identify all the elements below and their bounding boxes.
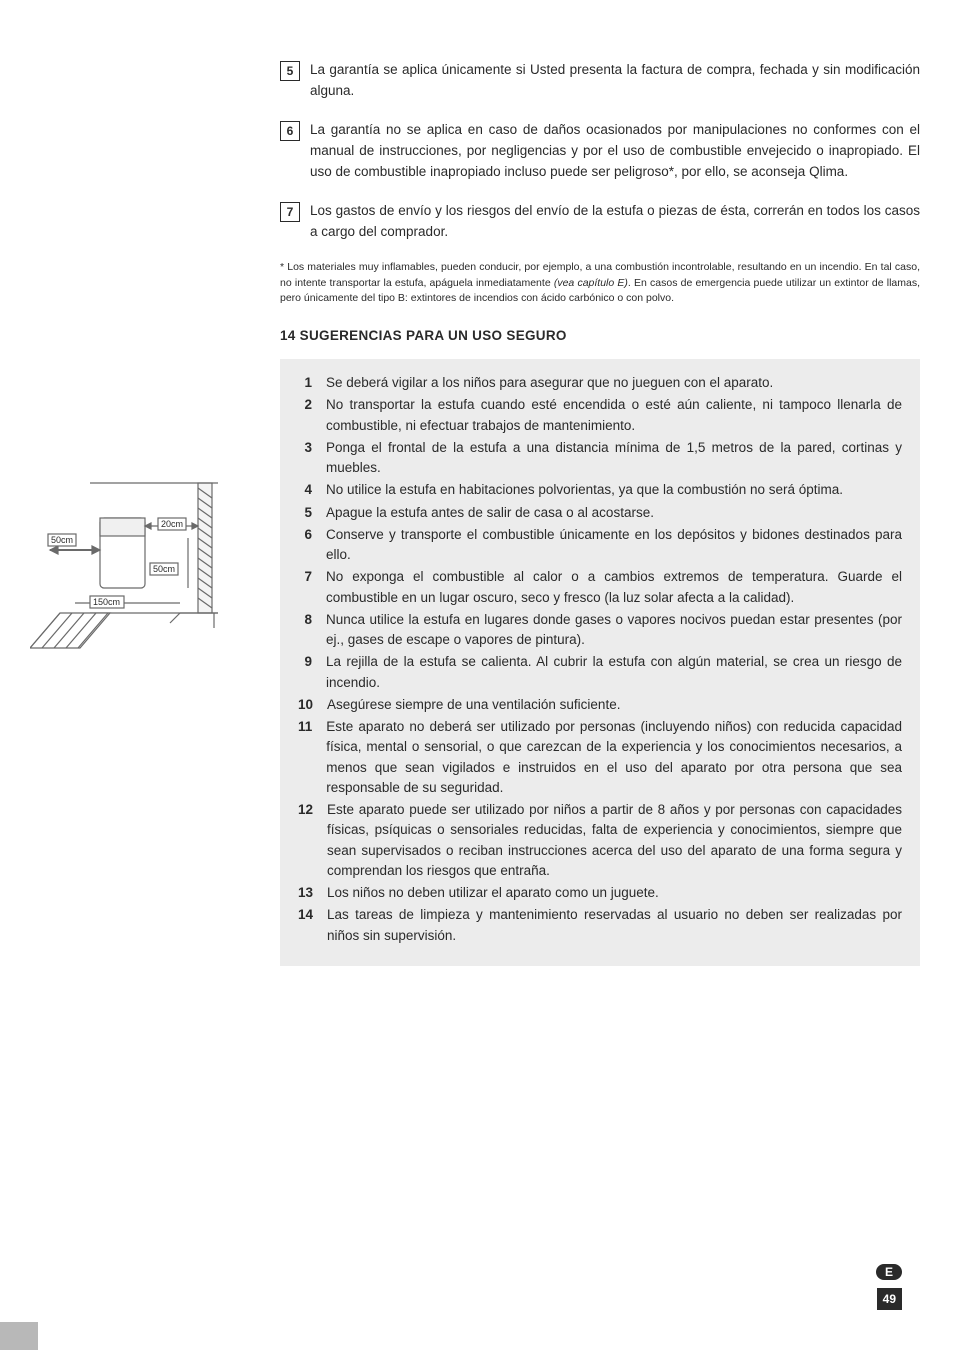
clearance-diagram-svg: 20cm 50cm 50cm 150cm (30, 478, 230, 658)
warranty-item-5: 5 La garantía se aplica únicamente si Us… (280, 60, 920, 102)
tip-num: 6 (298, 525, 326, 566)
label-50cm-b: 50cm (153, 564, 175, 574)
tip-11: 11Este aparato no deberá ser utilizado p… (298, 717, 902, 798)
tip-6: 6Conserve y transporte el combustible ún… (298, 525, 902, 566)
tip-text: Las tareas de limpieza y mantenimiento r… (327, 905, 902, 946)
tip-12: 12Este aparato puede ser utilizado por n… (298, 800, 902, 881)
safety-tips-box: 1Se deberá vigilar a los niños para aseg… (280, 359, 920, 966)
label-20cm: 20cm (161, 519, 183, 529)
tip-num: 5 (298, 503, 326, 523)
tip-3: 3Ponga el frontal de la estufa a una dis… (298, 438, 902, 479)
warranty-number-box: 5 (280, 61, 300, 81)
warranty-text: Los gastos de envío y los riesgos del en… (310, 201, 920, 243)
warranty-item-7: 7 Los gastos de envío y los riesgos del … (280, 201, 920, 243)
warranty-item-6: 6 La garantía no se aplica en caso de da… (280, 120, 920, 183)
label-150cm: 150cm (93, 597, 120, 607)
tip-7: 7No exponga el combustible al calor o a … (298, 567, 902, 608)
tip-num: 13 (298, 883, 327, 903)
tip-text: Asegúrese siempre de una ventilación suf… (327, 695, 902, 715)
tip-num: 10 (298, 695, 327, 715)
tip-num: 14 (298, 905, 327, 946)
tip-text: Nunca utilice la estufa en lugares donde… (326, 610, 902, 651)
tip-num: 4 (298, 480, 326, 500)
tip-text: Se deberá vigilar a los niños para asegu… (326, 373, 902, 393)
tip-8: 8Nunca utilice la estufa en lugares dond… (298, 610, 902, 651)
tip-num: 12 (298, 800, 327, 881)
tip-4: 4No utilice la estufa en habitaciones po… (298, 480, 902, 500)
tip-13: 13Los niños no deben utilizar el aparato… (298, 883, 902, 903)
tip-text: Apague la estufa antes de salir de casa … (326, 503, 902, 523)
tip-text: No utilice la estufa en habitaciones pol… (326, 480, 902, 500)
tip-num: 9 (298, 652, 326, 693)
gutter-bar (0, 1322, 38, 1350)
footnote: * Los materiales muy inflamables, pueden… (280, 260, 920, 306)
tip-text: Conserve y transporte el combustible úni… (326, 525, 902, 566)
clearance-diagram: 20cm 50cm 50cm 150cm (30, 478, 230, 663)
warranty-text: La garantía no se aplica en caso de daño… (310, 120, 920, 183)
tip-num: 7 (298, 567, 326, 608)
tip-2: 2No transportar la estufa cuando esté en… (298, 395, 902, 436)
tip-text: Los niños no deben utilizar el aparato c… (327, 883, 902, 903)
warranty-text: La garantía se aplica únicamente si Uste… (310, 60, 920, 102)
tip-9: 9La rejilla de la estufa se calienta. Al… (298, 652, 902, 693)
tip-5: 5Apague la estufa antes de salir de casa… (298, 503, 902, 523)
tip-num: 2 (298, 395, 326, 436)
tip-14: 14Las tareas de limpieza y mantenimiento… (298, 905, 902, 946)
content-column: 5 La garantía se aplica únicamente si Us… (280, 60, 920, 966)
left-gutter (0, 0, 38, 1350)
warranty-number-box: 7 (280, 202, 300, 222)
section-heading: 14 SUGERENCIAS PARA UN USO SEGURO (280, 328, 920, 343)
language-badge: E (876, 1264, 902, 1280)
warranty-number-box: 6 (280, 121, 300, 141)
tip-text: No exponga el combustible al calor o a c… (326, 567, 902, 608)
tip-10: 10Asegúrese siempre de una ventilación s… (298, 695, 902, 715)
footnote-ref: (vea capítulo E) (554, 277, 628, 289)
tip-num: 1 (298, 373, 326, 393)
tip-text: No transportar la estufa cuando esté enc… (326, 395, 902, 436)
page: 5 La garantía se aplica únicamente si Us… (0, 0, 954, 1350)
label-50cm-a: 50cm (51, 535, 73, 545)
page-number: 49 (877, 1288, 902, 1310)
tip-num: 3 (298, 438, 326, 479)
tip-text: Ponga el frontal de la estufa a una dist… (326, 438, 902, 479)
tip-text: Este aparato puede ser utilizado por niñ… (327, 800, 902, 881)
tip-text: La rejilla de la estufa se calienta. Al … (326, 652, 902, 693)
tip-num: 11 (298, 717, 326, 798)
tip-1: 1Se deberá vigilar a los niños para aseg… (298, 373, 902, 393)
tip-text: Este aparato no deberá ser utilizado por… (326, 717, 902, 798)
tip-num: 8 (298, 610, 326, 651)
page-footer: E 49 (876, 1263, 902, 1310)
